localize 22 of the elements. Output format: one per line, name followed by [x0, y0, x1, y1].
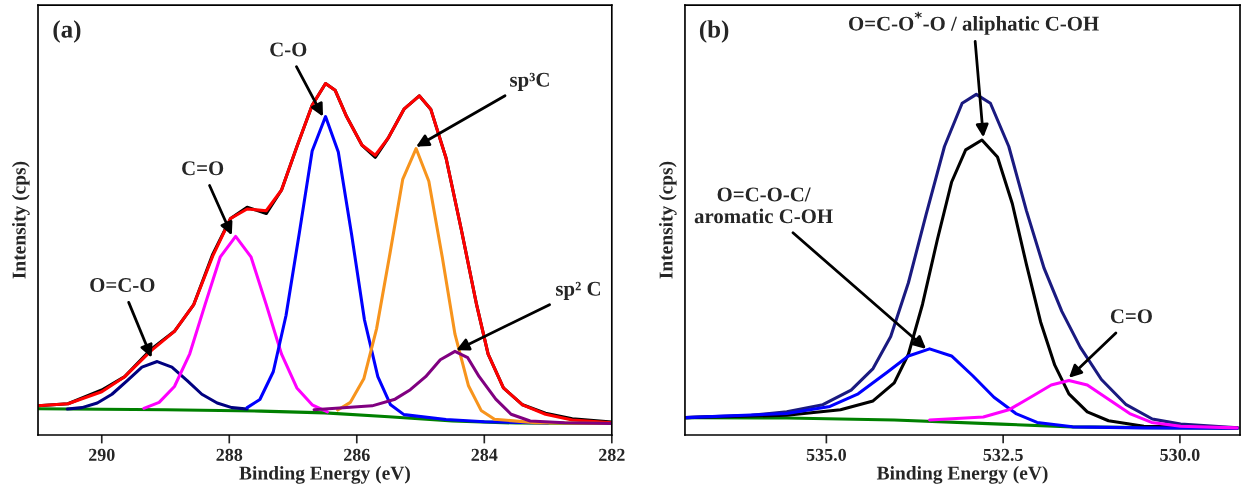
annotation: O=C-O$^{*}$-O / aliphatic C-OH: [849, 11, 1099, 35]
chart-title: (b): [699, 20, 729, 43]
x-tick-label: 284: [471, 448, 498, 461]
x-tick-label: 288: [216, 448, 243, 461]
annotation: sp³C: [510, 72, 549, 91]
x-tick-label: 282: [599, 448, 625, 461]
x-tick-label: 532.5: [983, 448, 1023, 461]
x-tick-label: 535.0: [806, 448, 846, 461]
x-tick-label: 290: [88, 448, 115, 461]
annotation: O=C-O-C/ aromatic C-OH: [694, 187, 833, 224]
x-tick-label: 286: [344, 448, 370, 461]
annotation: C-O: [270, 42, 307, 57]
x-axis-title: Binding Energy (eV): [876, 465, 1048, 484]
y-axis-title: Intensity (cps): [11, 161, 30, 279]
x-axis-title: Binding Energy (eV): [239, 465, 410, 484]
y-axis-title: Intensity (cps): [658, 161, 677, 279]
x-tick-label: 530.0: [1160, 448, 1200, 461]
annotation: C=O: [1110, 309, 1152, 324]
annotation: O=C-O: [90, 278, 155, 293]
annotation: C=O: [182, 161, 224, 176]
chart-title: (a): [53, 20, 81, 43]
annotation: sp² C: [556, 281, 600, 301]
